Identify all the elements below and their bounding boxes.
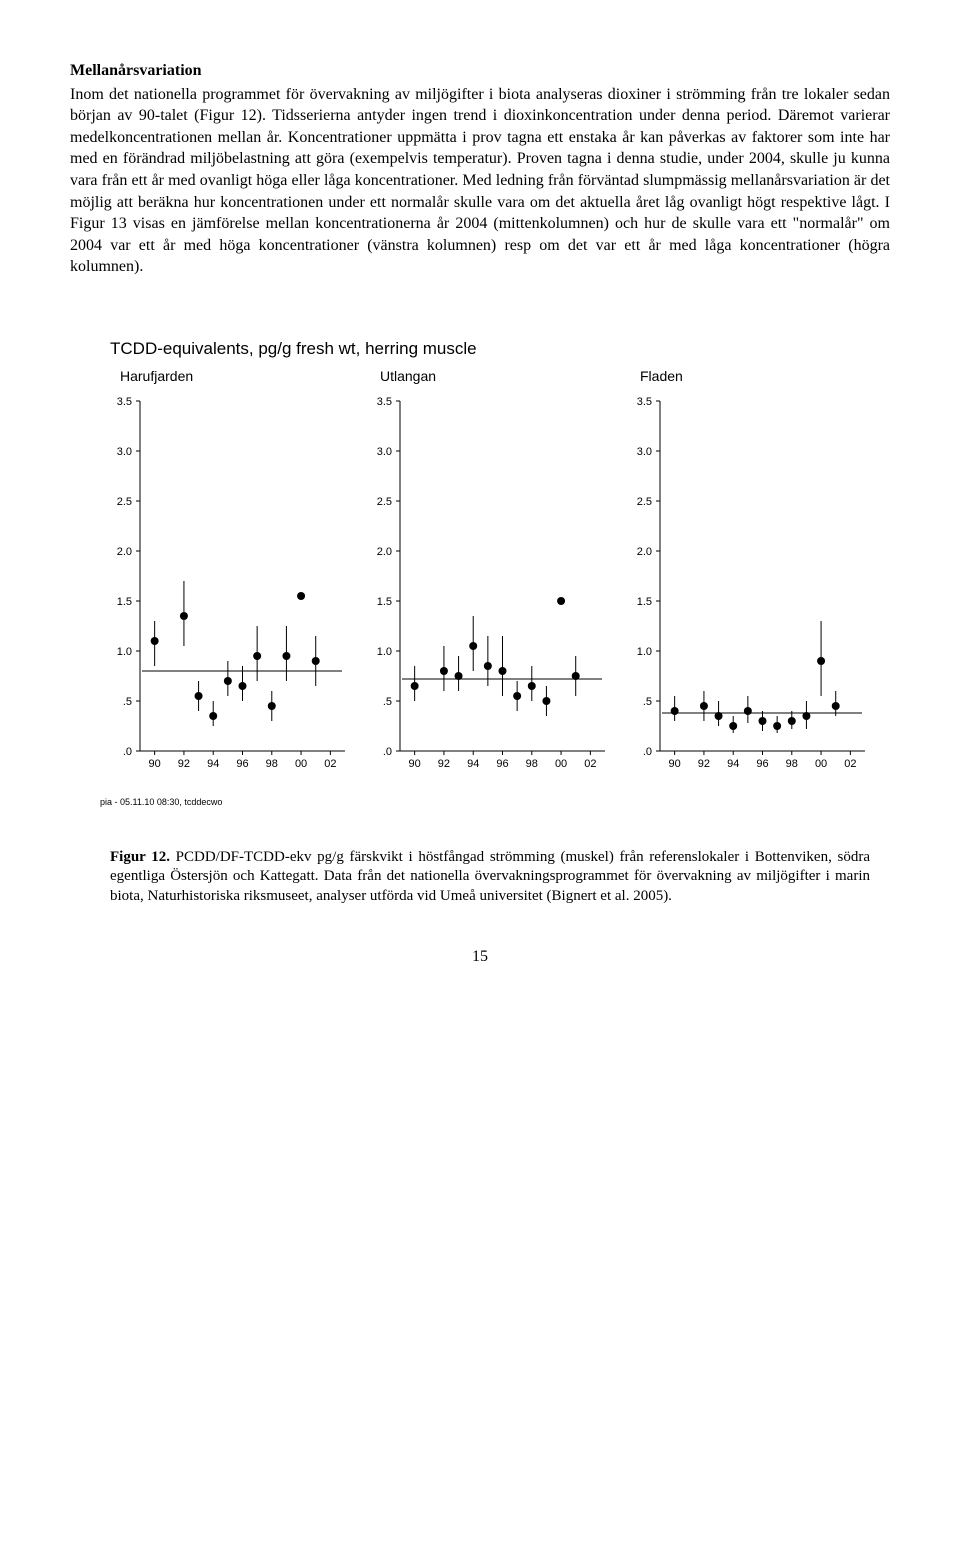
figure-caption: Figur 12. PCDD/DF-TCDD-ekv pg/g färskvik… [110, 848, 870, 907]
svg-text:02: 02 [324, 758, 336, 770]
svg-text:2.5: 2.5 [117, 496, 132, 508]
svg-text:2.0: 2.0 [117, 546, 132, 558]
svg-text:1.0: 1.0 [637, 646, 652, 658]
svg-text:1.5: 1.5 [117, 596, 132, 608]
svg-text:1.0: 1.0 [117, 646, 132, 658]
svg-text:1.5: 1.5 [637, 596, 652, 608]
svg-text:96: 96 [236, 758, 248, 770]
svg-text:2.5: 2.5 [377, 496, 392, 508]
svg-text:3.0: 3.0 [117, 446, 132, 458]
svg-text:3.5: 3.5 [377, 396, 392, 408]
svg-text:98: 98 [526, 758, 538, 770]
page-number: 15 [70, 946, 890, 968]
chart-panels-row: Harufjarden .0 .5 1.0 1.5 2.0 2.5 3.0 3.5 90 92 94 9… [100, 367, 890, 776]
svg-text:.0: .0 [383, 746, 392, 758]
figure-caption-label: Figur 12. [110, 849, 170, 865]
svg-text:.5: .5 [643, 696, 652, 708]
svg-text:00: 00 [295, 758, 307, 770]
svg-text:02: 02 [584, 758, 596, 770]
svg-text:.5: .5 [123, 696, 132, 708]
chart-panel-title: Utlangan [360, 367, 610, 386]
chart-overall-title: TCDD-equivalents, pg/g fresh wt, herring… [110, 338, 890, 361]
svg-text:92: 92 [698, 758, 710, 770]
svg-text:.0: .0 [123, 746, 132, 758]
svg-text:96: 96 [756, 758, 768, 770]
svg-text:.5: .5 [383, 696, 392, 708]
svg-text:98: 98 [266, 758, 278, 770]
chart-footnote: pia - 05.11.10 08:30, tcddecwo [100, 796, 890, 808]
chart-panel-svg: .0 .5 1.0 1.5 2.0 2.5 3.0 3.5 90 92 94 96 98 00 02 [360, 396, 610, 776]
svg-text:90: 90 [669, 758, 681, 770]
chart-panel-title: Harufjarden [100, 367, 350, 386]
svg-text:00: 00 [815, 758, 827, 770]
svg-text:2.5: 2.5 [637, 496, 652, 508]
chart-panel: Harufjarden .0 .5 1.0 1.5 2.0 2.5 3.0 3.5 90 92 94 9… [100, 367, 350, 776]
svg-text:92: 92 [438, 758, 450, 770]
svg-text:98: 98 [786, 758, 798, 770]
svg-text:94: 94 [467, 758, 479, 770]
chart-panel-svg: .0 .5 1.0 1.5 2.0 2.5 3.0 3.5 90 92 94 96 98 00 02 [100, 396, 350, 776]
svg-text:90: 90 [409, 758, 421, 770]
chart-panel: Utlangan .0 .5 1.0 1.5 2.0 2.5 3.0 3.5 90 92 94 96 98… [360, 367, 610, 776]
svg-text:3.5: 3.5 [117, 396, 132, 408]
svg-text:3.5: 3.5 [637, 396, 652, 408]
svg-text:92: 92 [178, 758, 190, 770]
svg-text:94: 94 [727, 758, 739, 770]
chart-panel-title: Fladen [620, 367, 870, 386]
body-paragraph: Inom det nationella programmet för överv… [70, 84, 890, 278]
svg-text:3.0: 3.0 [377, 446, 392, 458]
svg-text:96: 96 [496, 758, 508, 770]
svg-text:02: 02 [844, 758, 856, 770]
svg-text:1.0: 1.0 [377, 646, 392, 658]
chart-panel-svg: .0 .5 1.0 1.5 2.0 2.5 3.0 3.5 90 92 94 96 98 00 02 [620, 396, 870, 776]
svg-text:3.0: 3.0 [637, 446, 652, 458]
figure-caption-text: PCDD/DF-TCDD-ekv pg/g färskvikt i höstfå… [110, 849, 870, 904]
svg-text:1.5: 1.5 [377, 596, 392, 608]
svg-text:2.0: 2.0 [637, 546, 652, 558]
chart-panel: Fladen .0 .5 1.0 1.5 2.0 2.5 3.0 3.5 90 92 94 96 98 00… [620, 367, 870, 776]
section-heading: Mellanårsvariation [70, 60, 890, 82]
svg-text:94: 94 [207, 758, 219, 770]
svg-text:2.0: 2.0 [377, 546, 392, 558]
svg-text:.0: .0 [643, 746, 652, 758]
svg-text:00: 00 [555, 758, 567, 770]
svg-text:90: 90 [149, 758, 161, 770]
